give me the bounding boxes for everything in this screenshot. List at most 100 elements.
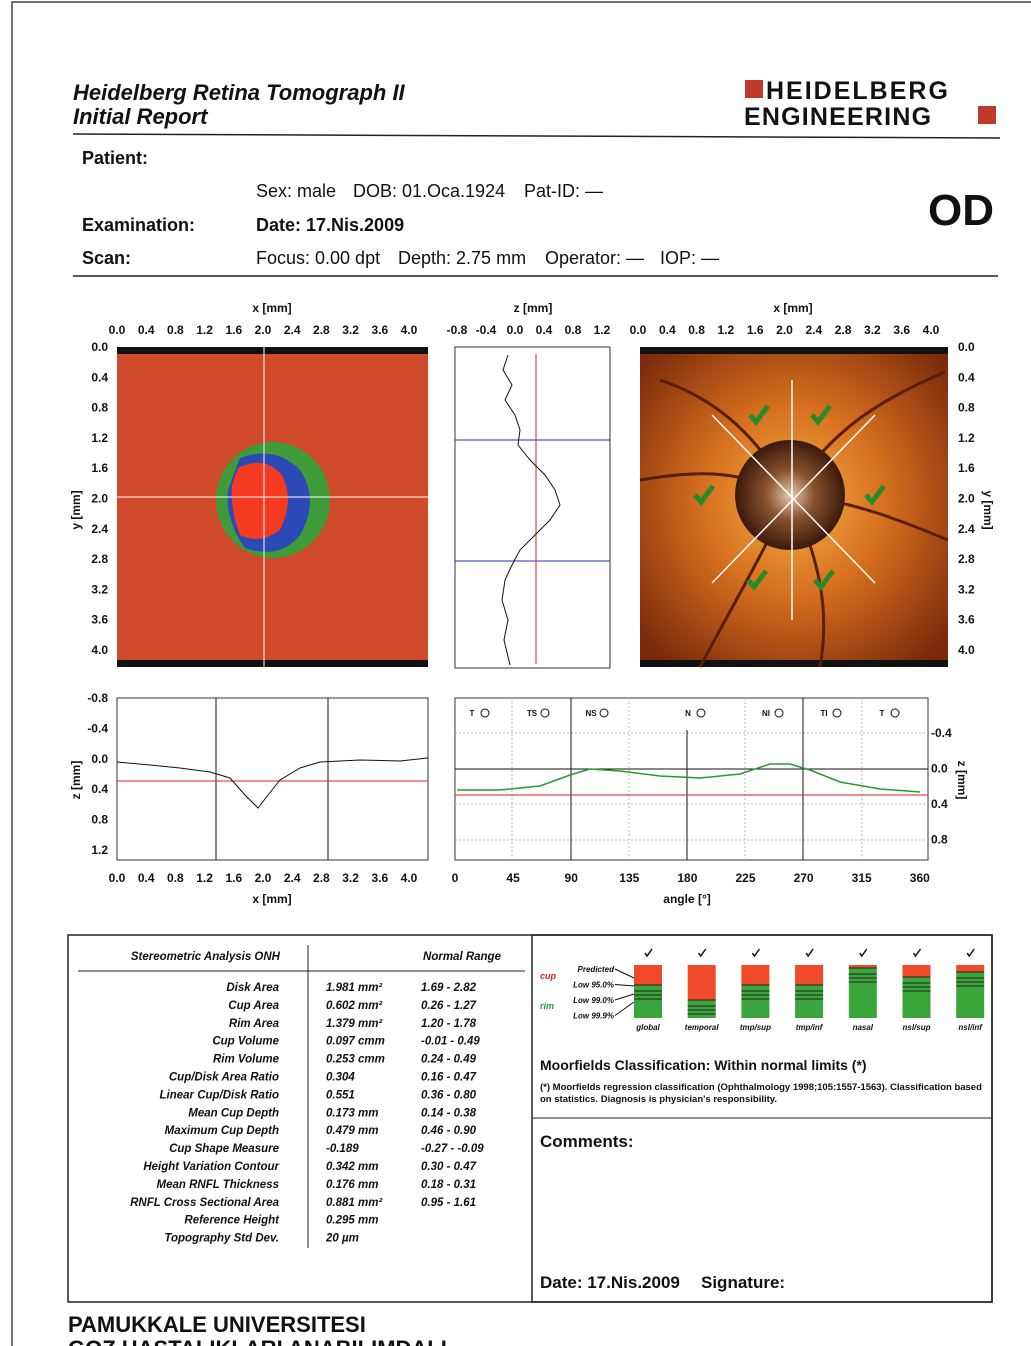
sector-label: temporal (685, 1023, 720, 1032)
brand-bottom: ENGINEERING (744, 103, 932, 131)
z-tick-label: 0.8 (565, 323, 582, 337)
y-tick-label: 0.4 (91, 370, 108, 384)
rim-label: rim (540, 1001, 554, 1011)
y-tick-label: 3.6 (91, 613, 108, 627)
z-tick-label: -0.4 (931, 726, 952, 740)
y-tick-label: 2.0 (91, 492, 108, 506)
z-tick-label: 0.4 (536, 323, 553, 337)
x-axis-label: x [mm] (252, 892, 291, 906)
cup-label: cup (540, 971, 557, 981)
x-tick-label: 2.0 (255, 871, 272, 885)
parameter: Rim Area (229, 1018, 280, 1030)
y-tick-label: 0.0 (91, 340, 108, 354)
check-mark (806, 949, 813, 956)
z-axis-label: z [mm] (514, 301, 553, 315)
normal-range: 0.14 - 0.38 (421, 1107, 477, 1119)
cup-bar (634, 965, 662, 985)
cup-region (232, 463, 288, 539)
examination-label: Examination: (82, 215, 195, 235)
parameter: Rim Volume (213, 1054, 280, 1066)
y-tick-label: 2.8 (91, 552, 108, 566)
parameter: Cup Area (228, 1000, 279, 1012)
x-tick-label: 0.0 (630, 323, 647, 337)
value: 0.173 mm (326, 1107, 378, 1119)
x-tick-label: 1.6 (747, 323, 764, 337)
parameter: Topography Std Dev. (164, 1233, 279, 1245)
header-rule (73, 134, 1000, 138)
value: 0.097 cmm (326, 1036, 385, 1048)
x-tick-label: 1.6 (225, 323, 242, 337)
z-tick-label: -0.4 (87, 721, 108, 735)
examination-date: Date: 17.Nis.2009 (256, 215, 404, 235)
sector-label: TS (527, 709, 538, 718)
z-tick-label: 0.4 (931, 797, 948, 811)
x-tick-label: 0.4 (659, 323, 676, 337)
rim-bar (634, 985, 662, 1018)
normal-range: 0.24 - 0.49 (421, 1054, 477, 1066)
level-pointer (615, 985, 634, 987)
scan-depth: Depth: 2.75 mm (398, 248, 526, 268)
y-tick-label: 0.8 (91, 401, 108, 415)
y-axis-label: y [mm] (981, 490, 995, 529)
y-tick-label: 0.4 (958, 370, 975, 384)
patient-sex: Sex: male (256, 181, 336, 201)
angle-tick-label: 270 (794, 871, 814, 885)
x-tick-label: 2.4 (284, 871, 301, 885)
parameter: Mean Cup Depth (188, 1107, 279, 1119)
x-tick-label: 1.2 (718, 323, 735, 337)
parameter: Maximum Cup Depth (165, 1125, 279, 1137)
x-tick-label: 2.8 (835, 323, 852, 337)
check-mark (699, 949, 706, 956)
y-tick-label: 1.6 (958, 461, 975, 475)
cup-bar (688, 965, 716, 1000)
z-tick-label: 0.0 (507, 323, 524, 337)
normal-range: 0.30 - 0.47 (421, 1161, 477, 1173)
scan-operator: Operator: — (545, 248, 644, 268)
normal-range: 1.69 - 2.82 (421, 982, 477, 994)
x-tick-label: 1.6 (225, 871, 242, 885)
cup-bar (741, 965, 769, 985)
patient-id: Pat-ID: — (524, 181, 603, 201)
report-subtitle: Initial Report (73, 104, 209, 129)
height-profile-frame (117, 698, 428, 860)
y-tick-label: 3.2 (958, 582, 975, 596)
x-tick-label: 2.4 (284, 323, 301, 337)
normal-range: 0.95 - 1.61 (421, 1197, 476, 1209)
parameter: Cup/Disk Area Ratio (169, 1072, 279, 1084)
normal-range: 1.20 - 1.78 (421, 1018, 477, 1030)
normal-range: 0.18 - 0.31 (421, 1179, 476, 1191)
level-pointer (615, 1002, 634, 1016)
sector-label: nsl/inf (958, 1023, 983, 1032)
rim-bar (741, 985, 769, 1018)
scan-focus: Focus: 0.00 dpt (256, 248, 380, 268)
value: 1.981 mm² (326, 982, 383, 994)
value: 0.176 mm (326, 1179, 378, 1191)
level-label: Predicted (578, 965, 616, 974)
x-tick-label: 0.8 (688, 323, 705, 337)
z-tick-label: -0.8 (447, 323, 468, 337)
x-axis-label: x [mm] (252, 301, 291, 315)
z-tick-label: 0.4 (91, 782, 108, 796)
parameter: Mean RNFL Thickness (157, 1179, 280, 1191)
level-label: Low 99.0% (573, 996, 614, 1005)
image-edge (640, 347, 948, 354)
z-axis-label: z [mm] (69, 761, 83, 800)
z-tick-label: -0.4 (476, 323, 497, 337)
scan-iop: IOP: — (660, 248, 719, 268)
angle-tick-label: 45 (506, 871, 520, 885)
value: 0.253 cmm (326, 1054, 385, 1066)
sector-label: tmp/sup (740, 1023, 771, 1032)
x-tick-label: 0.8 (167, 871, 184, 885)
y-tick-label: 0.8 (958, 401, 975, 415)
sector-label: N (685, 709, 691, 718)
sector-label: NI (762, 709, 770, 718)
x-tick-label: 0.0 (109, 871, 126, 885)
classification-result: Within normal limits (*) (714, 1057, 866, 1073)
image-edge (117, 347, 428, 354)
y-tick-label: 4.0 (91, 643, 108, 657)
x-tick-label: 3.6 (371, 871, 388, 885)
z-tick-label: 0.0 (931, 762, 948, 776)
sector-label: nsl/sup (902, 1023, 930, 1032)
report-title: Heidelberg Retina Tomograph II (73, 80, 406, 105)
x-tick-label: 0.8 (167, 323, 184, 337)
